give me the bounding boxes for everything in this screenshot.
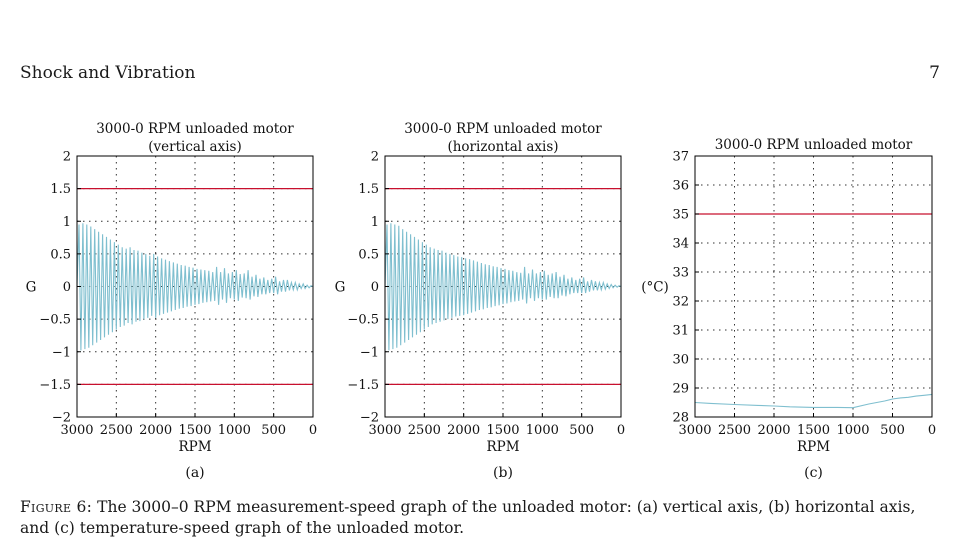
x-tick-label: 2500: [718, 423, 751, 438]
y-tick-label: 2: [63, 150, 71, 165]
x-tick-label: 2500: [408, 423, 441, 438]
plot-frame: [384, 155, 622, 418]
chart-title: 3000-0 RPM unloaded motor: [96, 121, 294, 137]
y-tick-label: 37: [672, 150, 689, 165]
x-tick-label: 1000: [218, 423, 251, 438]
y-tick-label: 36: [672, 179, 689, 194]
data-series-line: [76, 223, 314, 351]
figure-6: 3000 2500 2000 1500 1000 500 0−2−1.5−1−0.500.5…: [26, 121, 937, 481]
y-tick-label: 1.5: [50, 182, 71, 197]
y-axis-label: (°C): [641, 280, 669, 296]
x-tick-label: 1500: [797, 423, 830, 438]
y-axis-label: G: [335, 280, 346, 296]
y-tick-label: 29: [672, 382, 689, 397]
panel-label: (c): [804, 465, 823, 481]
y-tick-label: −1: [52, 345, 71, 360]
y-tick-label: −0.5: [347, 313, 379, 328]
y-tick-label: 1: [371, 215, 379, 230]
x-tick-label: 500: [569, 423, 594, 438]
x-tick-label: 3000: [678, 423, 711, 438]
plot-frame: [694, 155, 933, 418]
y-tick-label: 34: [672, 237, 689, 252]
y-tick-label: 30: [672, 353, 689, 368]
page-header: Shock and Vibration 7: [20, 63, 940, 87]
x-tick-label: 1000: [836, 423, 869, 438]
x-tick-label: 1500: [486, 423, 519, 438]
x-tick-label: 1500: [178, 423, 211, 438]
data-series-line: [694, 393, 933, 409]
chart-title: (horizontal axis): [447, 139, 558, 155]
y-tick-label: 1.5: [358, 182, 379, 197]
y-tick-label: 0: [371, 280, 379, 295]
caption-text: The 3000–0 RPM measurement-speed graph o…: [20, 498, 916, 537]
journal-name: Shock and Vibration: [20, 63, 196, 83]
x-tick-label: 0: [309, 423, 317, 438]
y-axis-label: G: [26, 280, 37, 296]
y-tick-label: 0: [63, 280, 71, 295]
page-number: 7: [929, 63, 940, 83]
chart-title: 3000-0 RPM unloaded motor: [715, 137, 913, 153]
y-tick-label: 33: [672, 266, 689, 281]
x-axis-label: RPM: [797, 439, 830, 455]
x-tick-label: 0: [617, 423, 625, 438]
y-tick-label: −1: [360, 345, 379, 360]
y-tick-label: −1.5: [39, 378, 71, 393]
x-tick-label: 1000: [526, 423, 559, 438]
x-tick-label: 3000: [368, 423, 401, 438]
x-tick-label: 0: [928, 423, 936, 438]
x-tick-label: 500: [880, 423, 905, 438]
y-tick-label: 0.5: [358, 247, 379, 262]
panel-label: (b): [493, 465, 513, 481]
chart-title: (vertical axis): [148, 139, 241, 155]
x-axis-label: RPM: [178, 439, 211, 455]
x-axis-label: RPM: [486, 439, 519, 455]
x-tick-label: 500: [261, 423, 286, 438]
panel-label: (a): [185, 465, 204, 481]
x-tick-label: 2500: [100, 423, 133, 438]
caption-label: Figure 6:: [20, 498, 93, 516]
x-tick-label: 2000: [447, 423, 480, 438]
y-tick-label: 0.5: [50, 247, 71, 262]
chart-title: 3000-0 RPM unloaded motor: [404, 121, 602, 137]
y-tick-label: 2: [371, 150, 379, 165]
chart-c: 3000 2500 2000 1500 1000 500 0 28 29 30 31 32 33 34 35…: [641, 137, 936, 481]
y-tick-label: −0.5: [39, 313, 71, 328]
x-tick-label: 3000: [60, 423, 93, 438]
y-tick-label: 32: [672, 295, 689, 310]
chart-b: 3000 2500 2000 1500 1000 500 0 −2 −1.5 −1 −0.5 0 0.5…: [335, 121, 626, 481]
x-tick-label: 2000: [757, 423, 790, 438]
x-tick-label: 2000: [139, 423, 172, 438]
plot-frame: [76, 155, 314, 418]
y-tick-label: 1: [63, 215, 71, 230]
y-tick-label: −1.5: [347, 378, 379, 393]
y-tick-label: 35: [672, 208, 689, 223]
figure-caption: Figure 6: The 3000–0 RPM measurement-spe…: [20, 497, 942, 539]
data-series-line: [384, 223, 622, 351]
y-tick-label: −2: [360, 411, 379, 426]
chart-a: 3000 2500 2000 1500 1000 500 0 −2 −1.5 −1 −0.5 0 0.5…: [26, 121, 318, 481]
y-tick-label: 28: [672, 411, 689, 426]
y-tick-label: 31: [672, 324, 689, 339]
y-tick-label: −2: [52, 411, 71, 426]
